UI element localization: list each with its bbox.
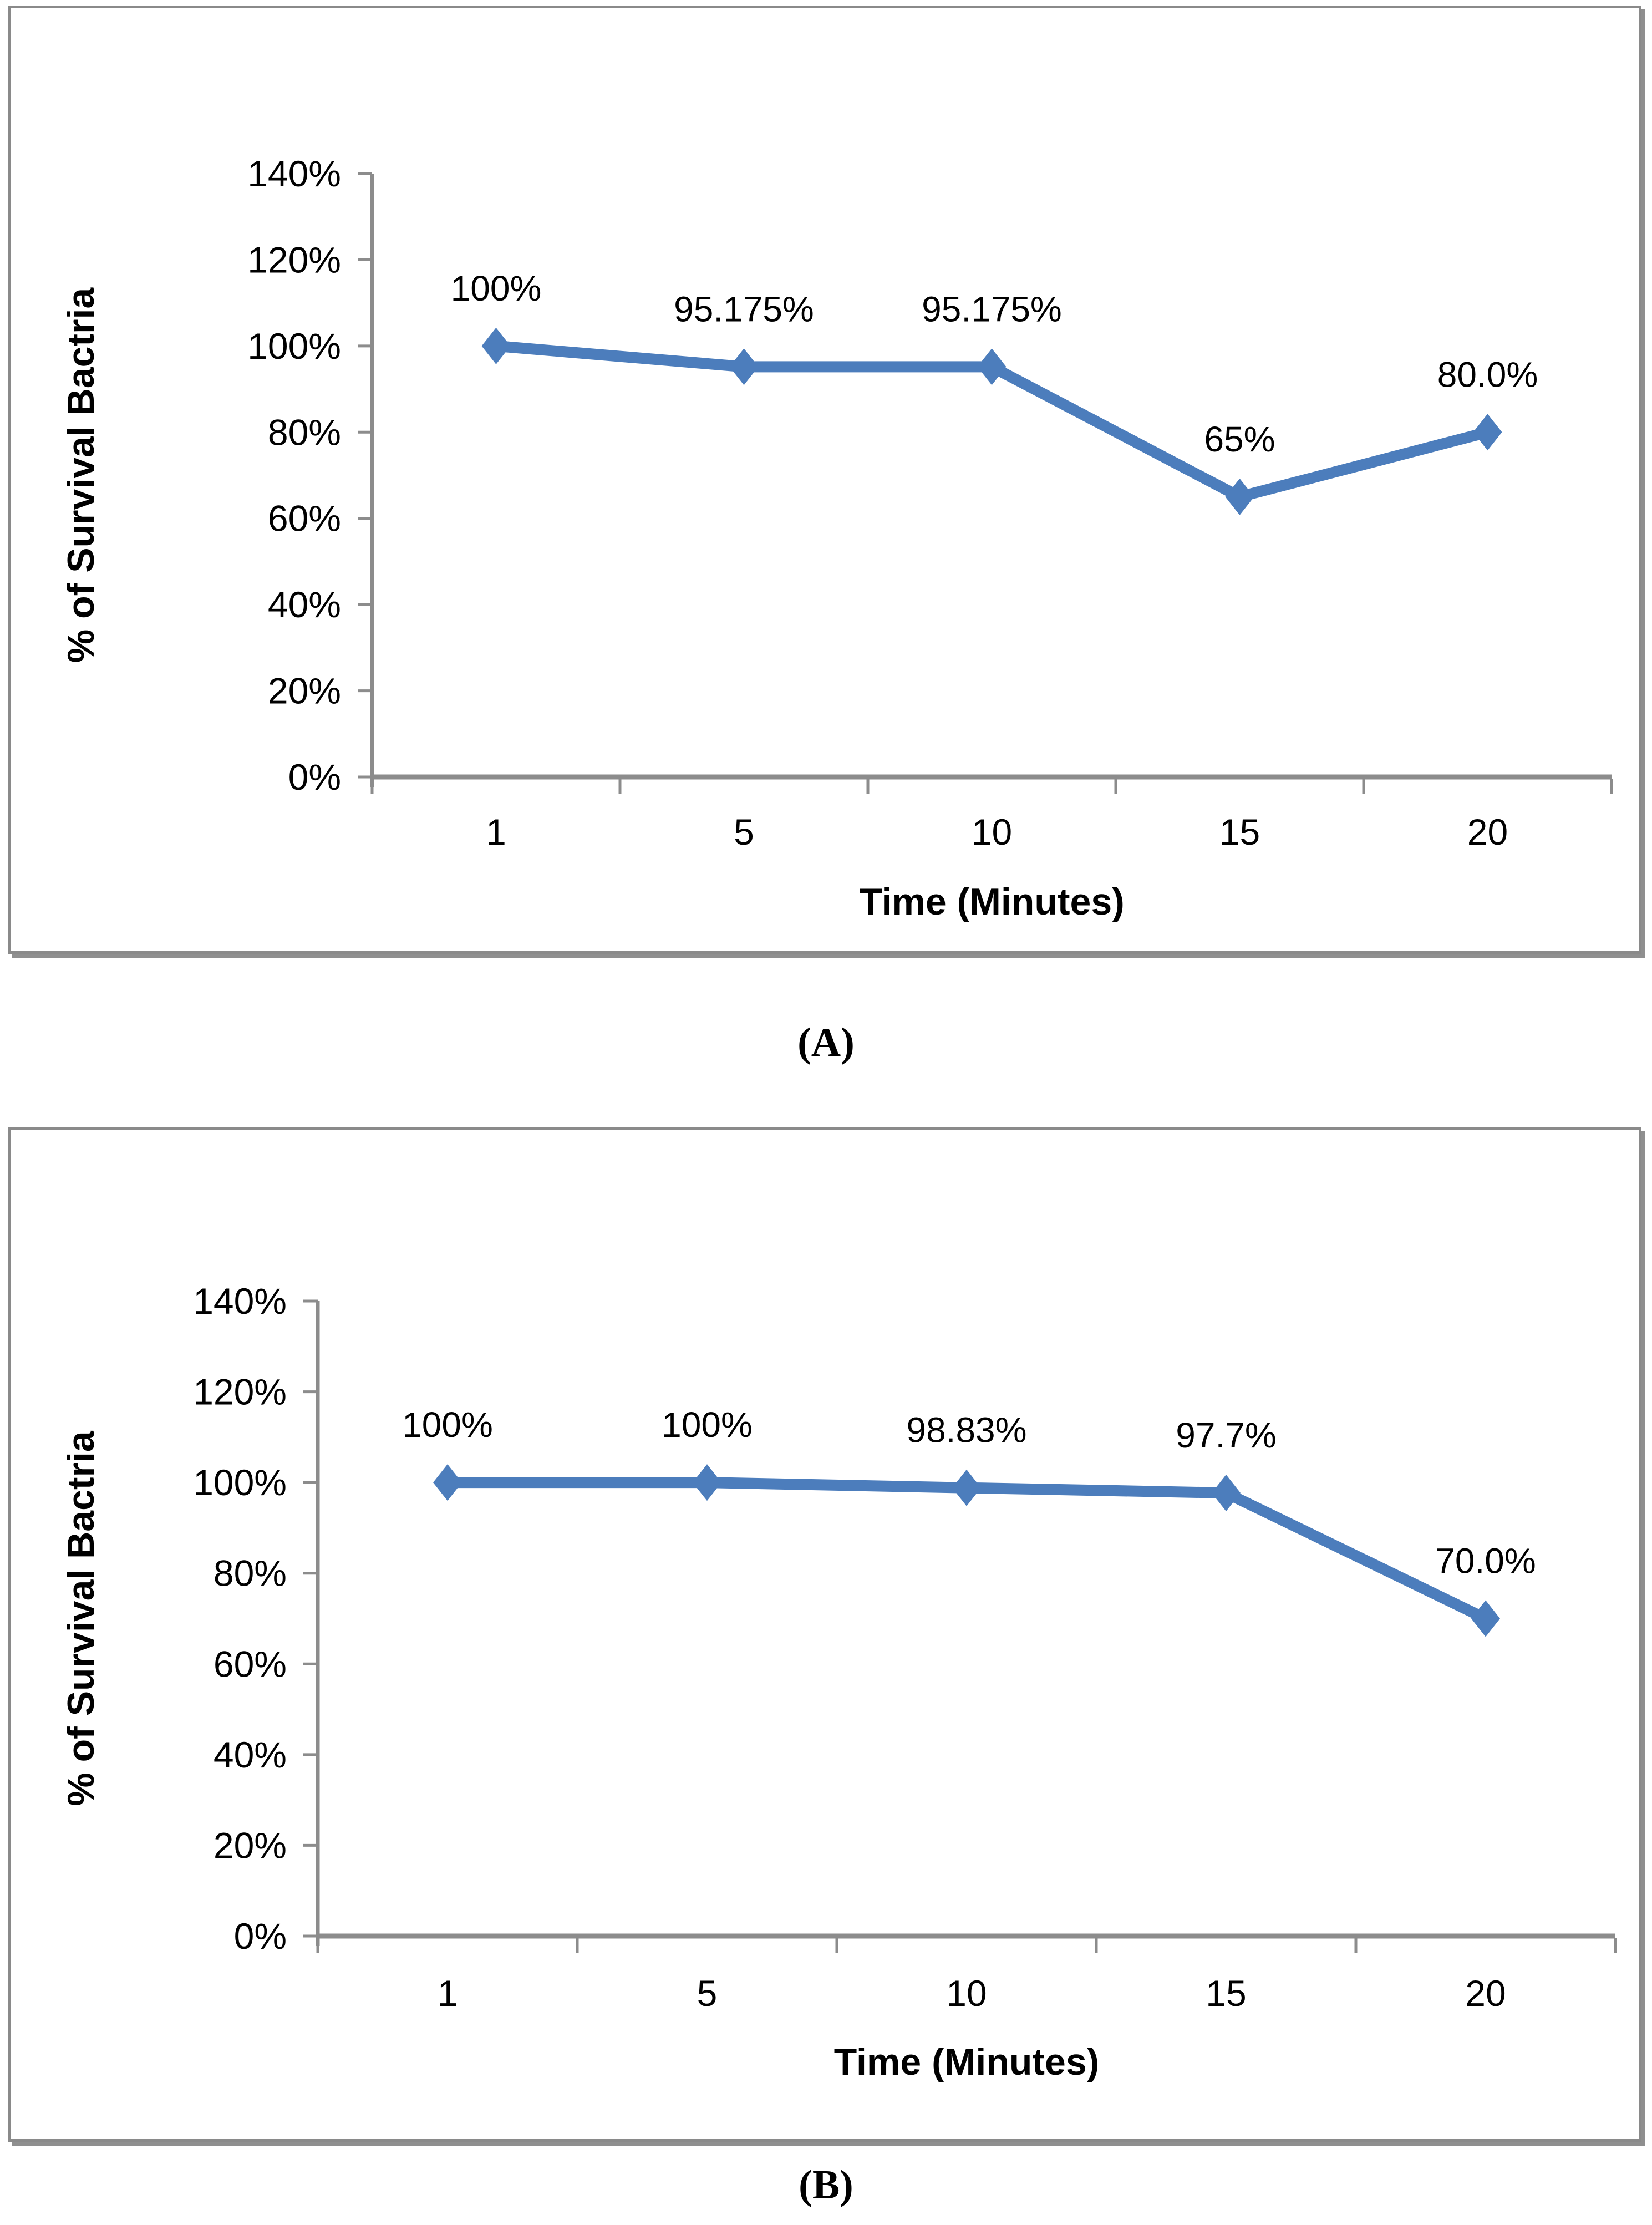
- data-point-label: 100%: [402, 1405, 493, 1445]
- chart-panel-a: 0% 20% 40% 60% 80% 100% 120% 140% 1 5 10 15 20 Time (…: [8, 6, 1641, 954]
- y-tick-label: 80%: [268, 412, 341, 453]
- marker-diamond: [693, 1464, 721, 1501]
- data-point-label: 70.0%: [1435, 1541, 1536, 1581]
- marker-diamond: [481, 327, 511, 364]
- y-tick-label: 80%: [214, 1553, 287, 1594]
- x-tick-label: 15: [1206, 1973, 1246, 2014]
- y-tick-label: 20%: [214, 1825, 287, 1866]
- y-tick-label: 0%: [288, 756, 341, 797]
- marker-diamond: [433, 1464, 462, 1501]
- y-tick-label: 120%: [247, 239, 341, 280]
- data-point-label: 65%: [1204, 419, 1275, 459]
- marker-diamond: [952, 1469, 981, 1506]
- x-tick-label: 5: [734, 811, 754, 852]
- y-tick-label: 0%: [234, 1916, 287, 1957]
- x-tick-label: 1: [486, 811, 506, 852]
- data-point-label: 98.83%: [906, 1410, 1026, 1450]
- x-tick-label: 1: [438, 1973, 458, 2014]
- data-point-label: 100%: [451, 268, 542, 308]
- caption-b: (B): [799, 2162, 853, 2208]
- data-point-label: 100%: [662, 1405, 753, 1445]
- y-tick-label: 100%: [193, 1462, 287, 1503]
- y-tick-label: 100%: [247, 326, 341, 367]
- x-axis-title: Time (Minutes): [834, 2041, 1100, 2083]
- marker-diamond: [1212, 1474, 1241, 1511]
- data-point-label: 97.7%: [1176, 1415, 1276, 1455]
- y-tick-label: 60%: [214, 1643, 287, 1684]
- y-axis-title: % of Survival Bactria: [60, 1430, 102, 1806]
- x-tick-label: 20: [1465, 1973, 1506, 2014]
- x-axis-title: Time (Minutes): [859, 881, 1125, 923]
- marker-diamond: [1225, 478, 1254, 515]
- x-tick-label: 15: [1219, 811, 1260, 852]
- marker-diamond: [977, 348, 1007, 385]
- data-point-label: 80.0%: [1437, 354, 1538, 394]
- y-axis-title: % of Survival Bactria: [60, 287, 102, 663]
- y-tick-label: 140%: [193, 1281, 287, 1322]
- y-tick-label: 120%: [193, 1371, 287, 1413]
- y-tick-label: 140%: [247, 153, 341, 194]
- x-tick-label: 10: [972, 811, 1012, 852]
- x-tick-label: 5: [697, 1973, 718, 2014]
- y-tick-label: 60%: [268, 498, 341, 539]
- chart-panel-b: 0% 20% 40% 60% 80% 100% 120% 140% 1 5 10 15 20 Time (…: [8, 1127, 1641, 2142]
- y-tick-label: 20%: [268, 670, 341, 712]
- marker-diamond: [1471, 1600, 1500, 1637]
- y-tick-label: 40%: [268, 584, 341, 625]
- marker-diamond: [729, 348, 759, 385]
- data-point-label: 95.175%: [922, 289, 1062, 329]
- x-tick-label: 20: [1467, 811, 1508, 852]
- caption-a: (A): [797, 1020, 855, 1065]
- marker-diamond: [1473, 414, 1502, 451]
- data-point-label: 95.175%: [674, 289, 814, 329]
- x-tick-label: 10: [946, 1973, 987, 2014]
- y-tick-label: 40%: [214, 1734, 287, 1775]
